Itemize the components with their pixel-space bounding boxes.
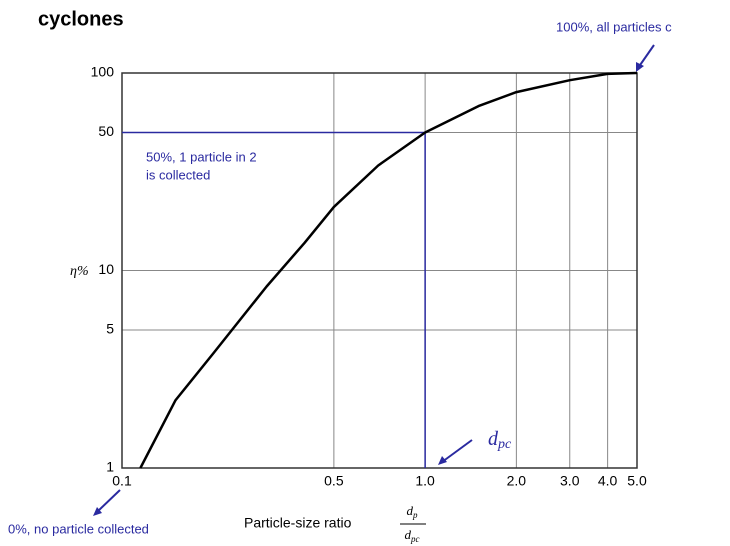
- x-tick-label: 2.0: [507, 473, 527, 489]
- fraction-denominator: dpc: [405, 527, 420, 544]
- y-tick-label: 50: [98, 123, 114, 139]
- sub: pc: [410, 534, 420, 544]
- y-tick-label: 100: [91, 64, 115, 80]
- x-tick-label: 3.0: [560, 473, 580, 489]
- sub: pc: [497, 437, 512, 452]
- x-tick-label: 0.5: [324, 473, 344, 489]
- fraction-numerator: dp: [407, 503, 419, 520]
- annotation: 0%, no particle collected: [8, 521, 149, 536]
- x-axis-label: Particle-size ratio: [244, 515, 352, 531]
- x-tick-label: 4.0: [598, 473, 618, 489]
- annotation: 100%, all particles c: [556, 19, 672, 34]
- x-tick-label: 0.1: [112, 473, 132, 489]
- annotation: 50%, 1 particle in 2: [146, 149, 257, 164]
- y-tick-label: 10: [98, 261, 114, 277]
- sub: p: [412, 510, 418, 520]
- y-tick-label: 1: [106, 459, 114, 475]
- arrows: [93, 44, 655, 516]
- sym: d: [407, 503, 414, 518]
- plot-frame: [121, 72, 638, 469]
- x-tick-label: 1.0: [415, 473, 435, 489]
- annotation: dpc: [488, 428, 512, 453]
- sym: d: [488, 428, 499, 450]
- chart-title: cyclones: [38, 8, 124, 30]
- annotation: is collected: [146, 167, 210, 182]
- y-axis-label: η%: [70, 264, 89, 279]
- x-tick-label: 5.0: [627, 473, 647, 489]
- sym: d: [405, 527, 412, 542]
- curve: [139, 71, 638, 469]
- y-tick-label: 5: [106, 321, 114, 337]
